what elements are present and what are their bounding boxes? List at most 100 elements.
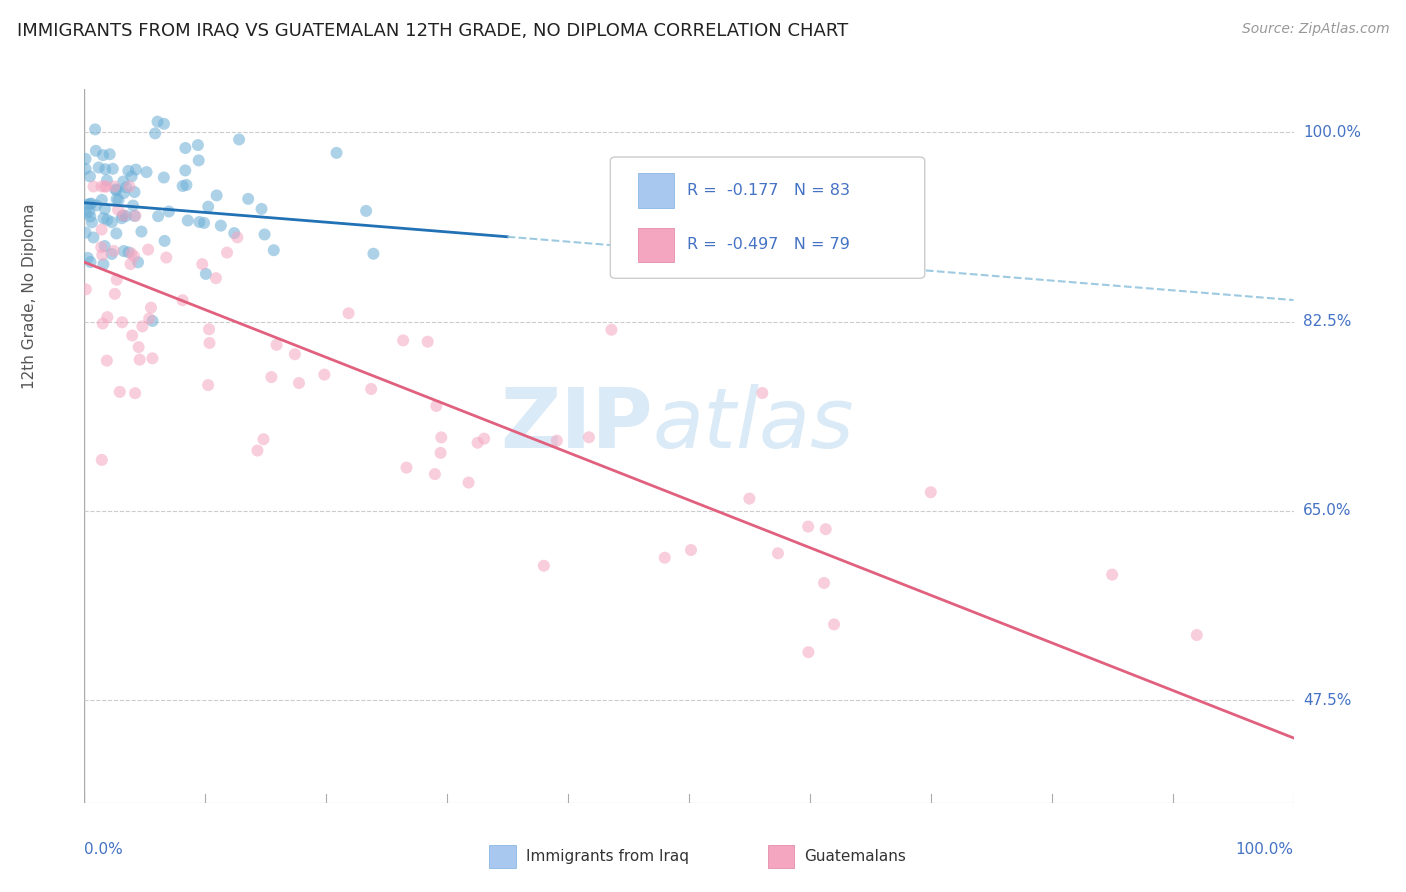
Point [205, 271, 228, 285]
Point [96, 353, 118, 368]
Point [187, 153, 209, 168]
Point [96, 310, 118, 325]
Point [138, 311, 160, 326]
Point [205, 188, 228, 202]
Point [797, 519, 820, 533]
Point [107, 193, 129, 207]
Point [94, 179, 117, 194]
Point [75, 206, 97, 220]
Point [738, 491, 761, 506]
Point [654, 550, 676, 565]
Point [423, 467, 446, 482]
Point [128, 352, 150, 367]
Point [187, 138, 209, 153]
Point [103, 244, 125, 258]
Point [115, 209, 138, 223]
Point [80, 196, 103, 211]
Point [122, 198, 145, 212]
Point [238, 192, 260, 206]
Point [153, 234, 176, 248]
Point [246, 443, 269, 458]
Point [314, 368, 336, 382]
Point [105, 192, 128, 206]
Text: atlas: atlas [652, 384, 855, 465]
Text: 100.0%: 100.0% [1236, 842, 1294, 857]
Point [198, 335, 221, 350]
Point [600, 323, 623, 337]
Text: Source: ZipAtlas.com: Source: ZipAtlas.com [1241, 22, 1389, 37]
Point [100, 247, 122, 261]
Point [87, 161, 110, 175]
Point [76, 197, 98, 211]
Point [90, 222, 112, 236]
Point [472, 432, 495, 446]
Point [425, 399, 447, 413]
Point [75, 161, 97, 176]
Point [392, 334, 415, 348]
Point [90, 179, 112, 194]
Point [139, 301, 162, 315]
Point [117, 164, 139, 178]
Point [111, 211, 134, 226]
Point [93, 211, 115, 226]
Point [84, 144, 107, 158]
Point [112, 244, 135, 258]
Point [79, 197, 101, 211]
Point [104, 286, 127, 301]
Point [108, 384, 131, 399]
Point [325, 145, 347, 160]
Point [337, 306, 360, 320]
Point [143, 127, 166, 141]
Point [174, 141, 197, 155]
Point [209, 219, 232, 233]
Point [127, 255, 149, 269]
Point [93, 239, 115, 253]
Point [288, 376, 311, 390]
Point [679, 543, 702, 558]
Point [131, 225, 153, 239]
Point [814, 522, 837, 536]
Point [90, 240, 112, 254]
Bar [638, 173, 675, 208]
Point [250, 202, 273, 216]
Point [90, 193, 112, 207]
Point [252, 432, 274, 446]
Point [157, 204, 180, 219]
Point [141, 314, 163, 328]
Point [84, 122, 107, 136]
Point [153, 117, 176, 131]
Point [111, 209, 134, 223]
Point [578, 430, 600, 444]
Point [766, 546, 789, 560]
Point [94, 202, 117, 216]
Point [120, 246, 142, 260]
Point [124, 185, 146, 199]
Point [76, 251, 98, 265]
Point [429, 446, 451, 460]
Point [124, 209, 146, 223]
Point [197, 200, 219, 214]
Point [105, 227, 128, 241]
Bar [768, 845, 794, 868]
Text: 12th Grade, No Diploma: 12th Grade, No Diploma [22, 203, 38, 389]
Point [128, 340, 150, 354]
Text: Immigrants from Iraq: Immigrants from Iraq [526, 849, 689, 863]
Point [177, 213, 200, 227]
FancyBboxPatch shape [610, 157, 925, 278]
Point [284, 347, 307, 361]
Point [146, 209, 169, 223]
Point [75, 152, 97, 166]
Point [155, 251, 177, 265]
Point [172, 293, 194, 308]
Point [124, 209, 146, 223]
Point [80, 215, 103, 229]
Point [197, 378, 219, 392]
Point [1101, 567, 1123, 582]
Point [79, 210, 101, 224]
Point [101, 161, 124, 176]
Point [174, 163, 197, 178]
Bar [489, 845, 516, 868]
Point [363, 246, 385, 260]
Text: Guatemalans: Guatemalans [804, 849, 905, 863]
Point [77, 204, 100, 219]
